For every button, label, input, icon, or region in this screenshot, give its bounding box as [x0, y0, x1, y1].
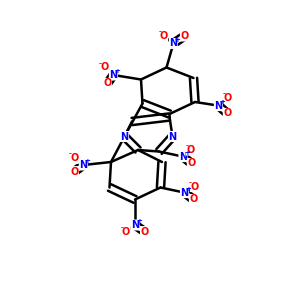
Text: -: -	[158, 29, 161, 35]
Text: N: N	[109, 70, 118, 80]
Text: O: O	[122, 226, 130, 237]
Text: O: O	[70, 167, 79, 177]
Text: N: N	[120, 131, 129, 142]
Text: N: N	[179, 152, 187, 162]
Text: O: O	[70, 153, 79, 164]
Text: O: O	[189, 194, 198, 205]
Text: O: O	[159, 31, 168, 41]
Text: O: O	[103, 78, 112, 88]
Text: O: O	[186, 145, 195, 155]
Text: N: N	[169, 38, 178, 49]
Text: -: -	[99, 61, 102, 67]
Text: O: O	[180, 31, 189, 41]
Text: +: +	[219, 99, 225, 105]
Text: O: O	[224, 93, 232, 103]
Text: -: -	[189, 180, 192, 186]
Text: +: +	[185, 186, 191, 192]
Text: O: O	[223, 108, 232, 118]
Text: O: O	[140, 226, 149, 237]
Text: -: -	[185, 143, 188, 149]
Text: N: N	[168, 131, 177, 142]
Text: +: +	[174, 37, 180, 43]
Text: N: N	[214, 100, 223, 111]
Text: O: O	[187, 158, 196, 169]
Text: O: O	[190, 182, 199, 192]
Text: +: +	[136, 218, 142, 224]
Text: +: +	[114, 68, 120, 74]
Text: N: N	[180, 188, 189, 198]
Text: O: O	[100, 62, 109, 73]
Text: N: N	[131, 220, 139, 230]
Text: -: -	[223, 92, 226, 98]
Text: -: -	[69, 152, 72, 158]
Text: -: -	[121, 225, 124, 231]
Text: +: +	[184, 150, 190, 156]
Text: +: +	[84, 158, 90, 164]
Text: N: N	[79, 160, 88, 170]
